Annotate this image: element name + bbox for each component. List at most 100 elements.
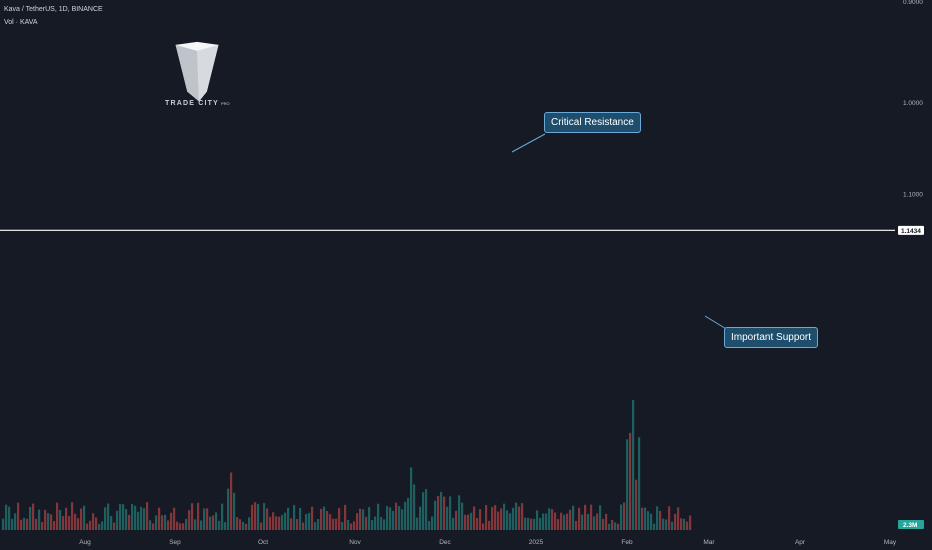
volume-bar [599, 505, 602, 530]
volume-bar [683, 518, 686, 530]
volume-bar [686, 521, 689, 530]
volume-bar [35, 518, 38, 530]
volume-bar [341, 521, 344, 530]
volume-bar [401, 509, 404, 530]
volume-bar [596, 513, 599, 530]
volume-bar [506, 510, 509, 530]
volume-bar [74, 513, 77, 530]
volume-indicator-title: Vol · KAVA [4, 19, 38, 26]
volume-bar [611, 519, 614, 530]
volume-bar [590, 504, 593, 530]
x-tick-label: Feb [621, 539, 633, 546]
volume-bar [191, 503, 194, 530]
volume-bar [362, 509, 365, 530]
volume-bar [137, 511, 140, 530]
volume-bar [68, 516, 71, 530]
volume-bar [572, 505, 575, 530]
volume-bar [317, 518, 320, 530]
volume-bar [557, 519, 560, 530]
volume-bar [20, 519, 23, 530]
volume-bar [158, 507, 161, 530]
volume-bar [116, 510, 119, 530]
volume-bar [272, 512, 275, 530]
volume-bar [560, 512, 563, 530]
volume-bar [464, 514, 467, 530]
price-labels: 1.14340.71970.55770.435713:38:070.41180.… [898, 225, 924, 529]
volume-bar [518, 506, 521, 530]
volume-bar [95, 517, 98, 530]
x-tick-label: Dec [439, 539, 451, 546]
volume-bar [224, 522, 227, 530]
volume-bar [524, 517, 527, 530]
volume-bar [512, 507, 515, 530]
volume-bar [155, 515, 158, 530]
volume-bar [398, 506, 401, 530]
volume-bar [47, 513, 50, 530]
volume-bar [635, 479, 638, 530]
volume-bar [119, 504, 122, 530]
volume-bar [644, 507, 647, 530]
volume-bar [410, 467, 413, 530]
volume-bar [422, 492, 425, 530]
volume-bar [176, 521, 179, 530]
volume-bar [659, 510, 662, 530]
volume-bars [2, 400, 692, 530]
volume-bar [434, 500, 437, 530]
volume-bar [101, 521, 104, 530]
volume-bar [302, 522, 305, 530]
volume-bar [656, 506, 659, 530]
volume-bar [254, 502, 257, 530]
volume-bar [548, 508, 551, 530]
volume-bar [533, 518, 536, 530]
x-tick-label: Sep [169, 539, 181, 546]
volume-bar [185, 518, 188, 530]
volume-bar [497, 511, 500, 530]
volume-bar [206, 508, 209, 530]
volume-bar [287, 507, 290, 530]
volume-bar [296, 519, 299, 530]
volume-bar [26, 518, 29, 530]
volume-bar [470, 512, 473, 530]
trade-city-logo-icon [175, 41, 219, 102]
x-tick-label: May [884, 539, 897, 546]
volume-bar [452, 517, 455, 530]
volume-bar [134, 505, 137, 530]
price-label: 1.1434 [901, 228, 921, 235]
volume-bar [650, 513, 653, 530]
volume-bar [71, 502, 74, 530]
volume-bar [164, 514, 167, 530]
important-support-callout: Important Support [724, 327, 819, 348]
volume-bar [440, 491, 443, 530]
volume-bar [623, 502, 626, 530]
volume-bar [332, 518, 335, 530]
volume-bar [113, 522, 116, 530]
volume-bar [404, 501, 407, 530]
volume-bar [347, 519, 350, 530]
x-tick-label: Apr [795, 539, 806, 546]
volume-bar [380, 517, 383, 530]
volume-bar [662, 518, 665, 530]
volume-bar [608, 523, 611, 530]
volume-bar [215, 512, 218, 530]
volume-bar [227, 488, 230, 530]
x-tick-label: Aug [79, 539, 91, 546]
volume-bar [581, 514, 584, 530]
volume-label-bg [898, 520, 924, 529]
volume-bar [638, 437, 641, 530]
volume-bar [335, 518, 338, 530]
volume-bar [152, 523, 155, 530]
volume-bar [8, 506, 11, 530]
volume-bar [488, 520, 491, 530]
volume-bar [5, 504, 8, 530]
volume-bar [653, 523, 656, 530]
volume-bar [620, 504, 623, 530]
volume-bar [290, 518, 293, 530]
volume-bar [377, 503, 380, 530]
volume-bar [305, 514, 308, 530]
volume-bar [221, 503, 224, 530]
volume-bar [239, 519, 242, 530]
volume-bar [647, 511, 650, 530]
critical-resistance-callout: Critical Resistance [544, 112, 641, 133]
volume-bar [77, 518, 80, 530]
